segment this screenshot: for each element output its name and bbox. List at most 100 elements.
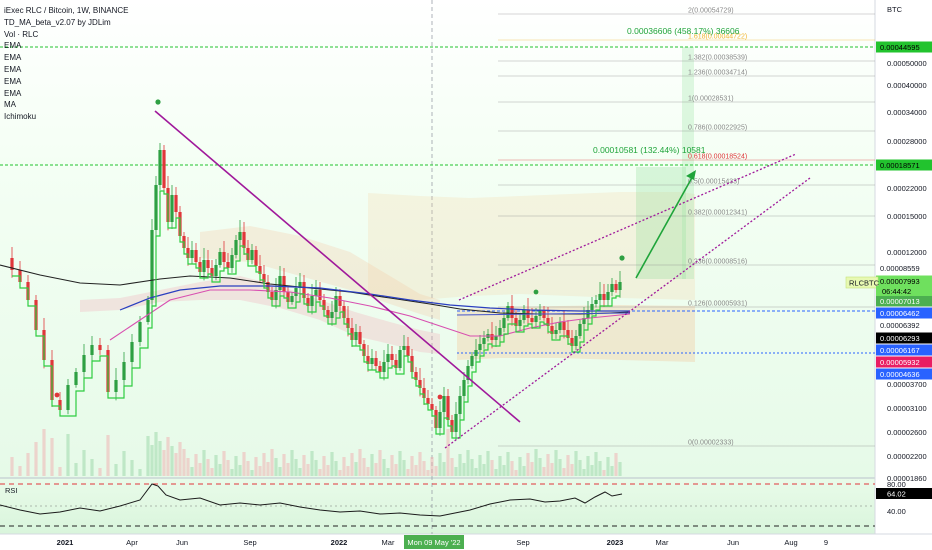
legend-indicator-ema-3[interactable]: EMA	[4, 64, 22, 74]
volume-bar	[270, 449, 274, 476]
fib-level-label: 1.382(0.00038539)	[688, 55, 747, 62]
time-tick-label: 9	[824, 538, 828, 547]
candle-body	[334, 296, 338, 312]
candle-body	[382, 362, 386, 372]
volume-bar	[10, 457, 14, 476]
volume-bar	[478, 455, 482, 476]
volume-bar	[274, 458, 278, 476]
volume-bar	[130, 460, 134, 476]
volume-bar	[34, 442, 38, 476]
legend-indicator-ema-2[interactable]: EMA	[4, 53, 22, 63]
candle-body	[82, 355, 86, 372]
candle-body	[282, 276, 286, 292]
svg-text:64.02: 64.02	[887, 490, 906, 499]
candle-body	[262, 274, 266, 282]
candle-body	[318, 290, 322, 300]
candle-body	[258, 266, 262, 274]
volume-bar	[186, 458, 190, 476]
volume-bar	[406, 469, 410, 476]
candle-body	[202, 260, 206, 272]
downtrend-line	[154, 110, 521, 423]
candle-body	[326, 310, 330, 318]
candle-body	[226, 262, 230, 268]
candle-body	[254, 250, 258, 266]
volume-bar	[550, 463, 554, 476]
volume-bar	[530, 462, 534, 476]
price-badge-label: 0.00007993	[880, 277, 920, 286]
price-tick-label: 0.00028000	[887, 137, 927, 146]
candle-body	[462, 380, 466, 396]
candle-body	[578, 324, 582, 336]
volume-bar	[594, 452, 598, 476]
volume-bar	[226, 460, 230, 476]
volume-bar	[410, 456, 414, 476]
legend-indicator-ema-4[interactable]: EMA	[4, 76, 22, 86]
candle-body	[374, 358, 378, 366]
volume-bar	[74, 463, 78, 476]
candle-body	[554, 330, 558, 334]
candle-body	[230, 255, 234, 268]
price-badge	[876, 262, 932, 274]
projection-box	[636, 167, 686, 279]
candle-body	[534, 316, 538, 322]
countdown-badge: 06:44:42	[876, 286, 932, 296]
candle-body	[58, 400, 62, 410]
candle-body	[158, 150, 162, 185]
candle-body	[570, 338, 574, 346]
candle-body	[114, 380, 118, 392]
volume-bar	[366, 467, 370, 476]
time-tick-label: Sep	[516, 538, 529, 547]
price-tick-label: 0.00012000	[887, 248, 927, 257]
candle-body	[514, 318, 518, 326]
candle-body	[478, 344, 482, 350]
price-badges: 0.00044595 0.00018571 0.00008559 0.00007993…	[876, 41, 932, 380]
time-tick-label: Jun	[176, 538, 188, 547]
legend-indicator-ema-5[interactable]: EMA	[4, 88, 22, 98]
volume-bar	[50, 438, 54, 476]
volume-bar	[422, 461, 426, 476]
price-badge	[876, 41, 932, 53]
fib-level-label: 0.382(0.00012341)	[688, 210, 747, 217]
candle-body	[302, 282, 306, 298]
price-badge	[876, 275, 932, 287]
candle-body	[298, 282, 302, 288]
candle-body	[154, 185, 158, 230]
candle-body	[270, 292, 274, 300]
time-tick-label: Apr	[126, 538, 138, 547]
candle-body	[446, 396, 450, 420]
volume-bar	[222, 451, 226, 476]
fib-level-label: 0.5(0.00015433)	[688, 179, 739, 186]
candle-body	[370, 358, 374, 364]
volume-bar	[258, 466, 262, 476]
time-axis-ticks: 2021 Apr Jun Sep 2022 Mar Mon 09 May '22 Sep 202…	[57, 535, 828, 549]
rsi-value-badge: 64.02	[876, 488, 932, 499]
volume-bar	[534, 449, 538, 476]
volume-bars	[10, 429, 622, 476]
candle-body	[98, 345, 102, 350]
legend-indicator-ichimoku[interactable]: Ichimoku	[4, 112, 37, 122]
volume-bar	[474, 468, 478, 476]
price-badge	[876, 319, 932, 331]
volume-bar	[106, 435, 110, 476]
volume-bar	[538, 458, 542, 476]
legend-title[interactable]: iExec RLC / Bitcoin, 1W, BINANCE	[4, 6, 129, 15]
candle-body	[90, 345, 94, 355]
candle-body	[510, 306, 514, 318]
legend-indicator-ema-1[interactable]: EMA	[4, 41, 22, 51]
volume-bar	[250, 470, 254, 476]
legend-indicator-td-ma[interactable]: TD_MA_beta_v2.07 by JDLim	[4, 17, 111, 27]
volume-bar	[578, 460, 582, 476]
volume-bar	[470, 459, 474, 476]
legend-indicator-ma[interactable]: MA	[4, 100, 16, 110]
volume-bar	[486, 451, 490, 476]
fib-level-label: 1.618(0.00044722)	[688, 34, 747, 41]
candle-body	[338, 296, 342, 306]
volume-bar	[482, 464, 486, 476]
volume-bar	[438, 453, 442, 476]
price-tick-label: 0.00002200	[887, 452, 927, 461]
legend-indicator-volume[interactable]: Vol · RLC	[4, 29, 39, 39]
volume-bar	[66, 434, 70, 476]
candle-body	[322, 300, 326, 310]
volume-bar	[174, 453, 178, 476]
